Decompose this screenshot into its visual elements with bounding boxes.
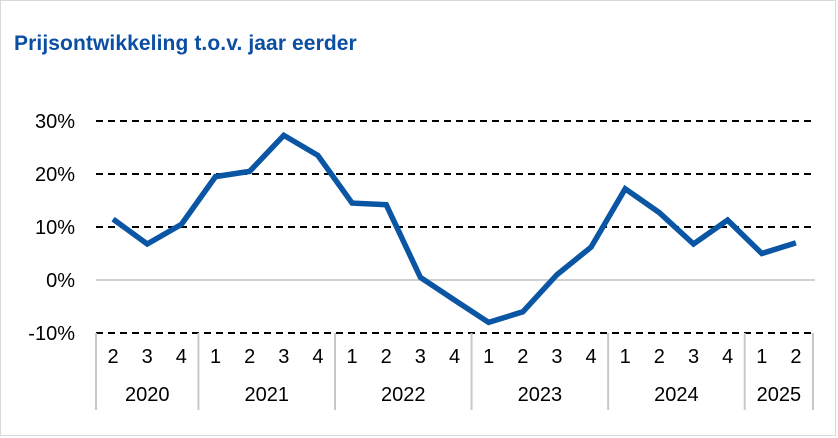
quarter-label: 2 — [790, 346, 801, 368]
quarter-label: 4 — [176, 346, 187, 368]
quarter-label: 2 — [654, 346, 665, 368]
quarter-label: 3 — [142, 346, 153, 368]
quarter-label: 4 — [586, 346, 597, 368]
y-tick-label: 0% — [46, 270, 75, 292]
quarter-label: 2 — [108, 346, 119, 368]
quarter-label: 1 — [756, 346, 767, 368]
quarter-label: 3 — [688, 346, 699, 368]
quarter-label: 4 — [722, 346, 733, 368]
y-tick-label: 20% — [35, 164, 75, 186]
year-label: 2025 — [757, 384, 802, 406]
quarter-label: 1 — [620, 346, 631, 368]
chart-title: Prijsontwikkeling t.o.v. jaar eerder — [14, 32, 357, 55]
quarter-label: 3 — [278, 346, 289, 368]
quarter-label: 1 — [210, 346, 221, 368]
year-label: 2020 — [125, 384, 170, 406]
year-label: 2023 — [518, 384, 563, 406]
quarter-label: 3 — [551, 346, 562, 368]
year-label: 2024 — [654, 384, 699, 406]
y-tick-label: 30% — [35, 111, 75, 133]
year-label: 2022 — [381, 384, 426, 406]
y-tick-label: -10% — [28, 323, 75, 345]
y-tick-label: 10% — [35, 217, 75, 239]
quarter-label: 2 — [517, 346, 528, 368]
series-line — [111, 131, 797, 326]
year-label: 2021 — [244, 384, 289, 406]
quarter-label: 2 — [244, 346, 255, 368]
quarter-label: 4 — [312, 346, 323, 368]
quarter-label: 2 — [381, 346, 392, 368]
quarter-label: 4 — [449, 346, 460, 368]
quarter-label: 1 — [347, 346, 358, 368]
quarter-label: 1 — [483, 346, 494, 368]
quarter-label: 3 — [415, 346, 426, 368]
